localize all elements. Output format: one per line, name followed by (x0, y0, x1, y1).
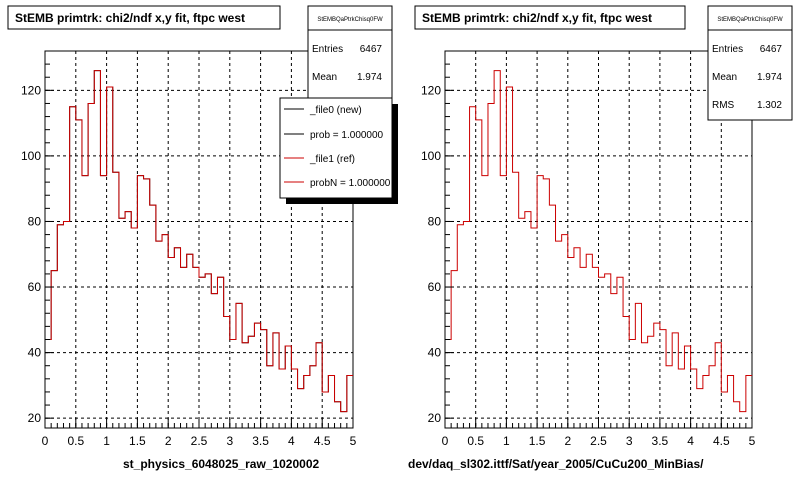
stats-box: StEMBQaPtrkChisq0FW Entries 6467 Mean 1.… (707, 5, 793, 121)
legend-label-new: _file0 (new) (309, 105, 362, 116)
y-tick-label: 60 (428, 280, 442, 294)
legend-label-probn: probN = 1.000000 (310, 178, 391, 189)
y-tick-label: 20 (28, 411, 42, 425)
y-tick-label: 60 (28, 280, 42, 294)
y-tick-label: 100 (21, 149, 41, 163)
y-tick-label: 120 (21, 83, 41, 97)
stats-label-rms: RMS (712, 100, 735, 111)
axes: 0 0.5 1 1.5 2 2.5 3 3.5 4 4.5 5 20 40 60 80 100 120 (21, 50, 357, 448)
y-tick-label: 40 (428, 346, 442, 360)
histogram-bins (45, 70, 353, 413)
histogram-series-line (45, 70, 353, 413)
panel-left: StEMB primtrk: chi2/ndf x,y fit, ftpc we… (7, 5, 398, 471)
stats-label-mean: Mean (712, 72, 737, 83)
legend-label-ref: _file1 (ref) (309, 154, 355, 165)
axes: 0 0.5 1 1.5 2 2.5 3 3.5 4 4.5 5 20 40 60 80 100 120 (421, 50, 756, 448)
x-tick-label: 0 (42, 434, 49, 448)
footer-label: st_physics_6048025_raw_1020002 (123, 457, 319, 471)
panel-right: StEMB primtrk: chi2/ndf x,y fit, ftpc we… (408, 5, 793, 471)
y-tick-label: 100 (421, 149, 441, 163)
x-tick-label: 5 (350, 434, 357, 448)
x-tick-label: 2.5 (590, 434, 607, 448)
y-tick-label: 120 (421, 83, 441, 97)
histogram-bins (445, 70, 752, 413)
x-tick-label: 3 (626, 434, 633, 448)
y-tick-label: 40 (28, 346, 42, 360)
x-tick-label: 3.5 (252, 434, 269, 448)
x-tick-label: 5 (749, 434, 756, 448)
x-tick-label: 1.5 (529, 434, 546, 448)
y-tick-label: 80 (428, 214, 442, 228)
stats-value-mean: 1.974 (357, 72, 382, 83)
x-tick-label: 0.5 (467, 434, 484, 448)
x-tick-label: 0 (442, 434, 449, 448)
y-tick-label: 20 (428, 411, 442, 425)
title-box: StEMB primtrk: chi2/ndf x,y fit, ftpc we… (7, 5, 281, 30)
y-tick-label: 80 (28, 214, 42, 228)
stats-label-entries: Entries (712, 44, 743, 55)
stats-label-entries: Entries (312, 44, 343, 55)
x-tick-label: 1 (103, 434, 110, 448)
x-tick-label: 2 (165, 434, 172, 448)
x-tick-label: 2 (564, 434, 571, 448)
x-tick-label: 4.5 (314, 434, 331, 448)
stats-name: StEMBQaPtrkChisq0FW (317, 17, 383, 23)
stats-value-entries: 6467 (760, 44, 783, 55)
stats-value-entries: 6467 (360, 44, 383, 55)
x-tick-label: 4 (288, 434, 295, 448)
x-tick-label: 4.5 (713, 434, 730, 448)
x-tick-label: 1 (503, 434, 510, 448)
plot-title: StEMB primtrk: chi2/ndf x,y fit, ftpc we… (15, 11, 245, 25)
stats-value-rms: 1.302 (757, 100, 782, 111)
legend-box: _file0 (new) prob = 1.000000 _file1 (ref… (279, 97, 398, 204)
histogram-series-line (445, 70, 752, 413)
stats-value-mean: 1.974 (757, 72, 782, 83)
x-tick-label: 1.5 (129, 434, 146, 448)
x-tick-label: 4 (687, 434, 694, 448)
plot-title: StEMB primtrk: chi2/ndf x,y fit, ftpc we… (422, 11, 652, 25)
title-box: StEMB primtrk: chi2/ndf x,y fit, ftpc we… (414, 5, 686, 30)
x-tick-label: 0.5 (67, 434, 84, 448)
stats-box: StEMBQaPtrkChisq0FW Entries 6467 Mean 1.… (307, 5, 393, 101)
stats-name: StEMBQaPtrkChisq0FW (717, 17, 783, 23)
footer-label: dev/daq_sl302.ittf/Sat/year_2005/CuCu200… (408, 457, 704, 471)
stats-label-mean: Mean (312, 72, 337, 83)
x-tick-label: 2.5 (191, 434, 208, 448)
legend-label-prob: prob = 1.000000 (310, 130, 384, 141)
x-tick-label: 3 (226, 434, 233, 448)
x-tick-label: 3.5 (652, 434, 669, 448)
